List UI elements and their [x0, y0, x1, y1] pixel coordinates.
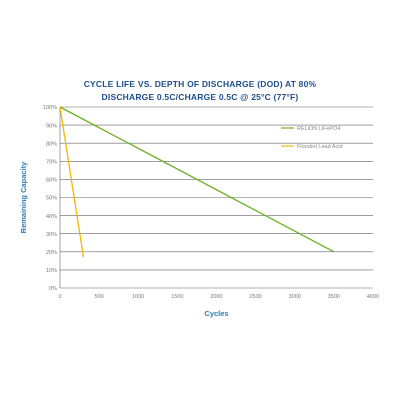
x-axis-label: Cycles — [204, 309, 228, 318]
y-tick-label: 50% — [46, 196, 57, 202]
y-tick-label: 100% — [43, 105, 57, 111]
legend: RELiON LiFePO4 Flooded Lead Acid — [281, 126, 343, 150]
x-tick-label: 1000 — [132, 294, 144, 300]
y-tick-label: 0% — [49, 286, 57, 292]
y-tick-label: 20% — [46, 250, 57, 256]
legend-label: Flooded Lead Acid — [297, 144, 343, 150]
x-tick-label: 2000 — [210, 294, 222, 300]
x-tick-label: 500 — [95, 294, 104, 300]
x-tick-label: 0 — [58, 294, 61, 300]
x-tick-label: 4000 — [367, 294, 379, 300]
y-tick-label: 40% — [46, 214, 57, 220]
y-tick-label: 90% — [46, 123, 57, 129]
legend-label: RELiON LiFePO4 — [297, 126, 340, 132]
chart-title: CYCLE LIFE VS. DEPTH OF DISCHARGE (DOD) … — [83, 79, 317, 89]
y-tick-label: 60% — [46, 178, 57, 184]
grid — [59, 106, 373, 289]
series-line — [59, 106, 335, 253]
y-tick-label: 10% — [46, 268, 57, 274]
x-tick-label: 3000 — [289, 294, 301, 300]
series-line — [59, 106, 85, 258]
x-tick-label: 2500 — [250, 294, 262, 300]
series-layer — [59, 106, 335, 258]
y-axis-label: Remaining Capacity — [19, 161, 28, 234]
y-tick-label: 30% — [46, 232, 57, 238]
x-tick-label: 3500 — [328, 294, 340, 300]
chart-subtitle: DISCHARGE 0.5C/CHARGE 0.5C @ 25°C (77°F) — [101, 92, 299, 102]
y-tick-label: 70% — [46, 160, 57, 166]
tick-labels: 0% 10% 20% 30% 40% 50% 60% 70% 80% 90% 100% 0 500 100… — [43, 105, 379, 300]
x-tick-label: 1500 — [171, 294, 183, 300]
y-tick-label: 80% — [46, 141, 57, 147]
